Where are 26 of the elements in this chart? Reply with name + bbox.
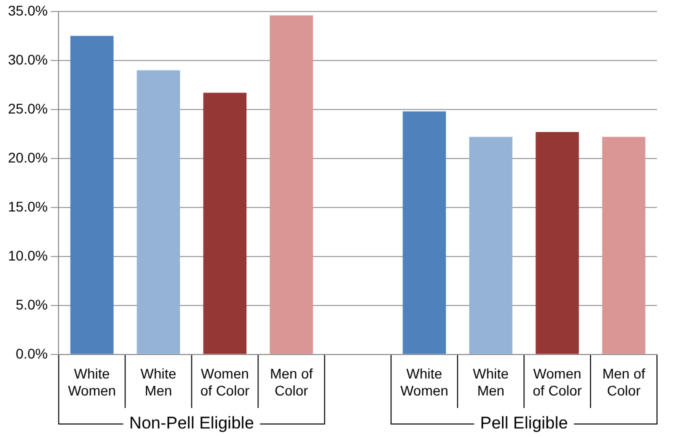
x-tick-label: Men of Color xyxy=(270,366,313,398)
text: Pell Eligible xyxy=(480,414,568,433)
bar xyxy=(70,36,114,354)
x-tick-label: Men of Color xyxy=(602,366,646,398)
bar xyxy=(270,15,313,354)
bar xyxy=(536,132,579,354)
bar xyxy=(402,111,446,354)
y-tick-label: 35.0% xyxy=(8,2,48,18)
x-tick-label: Women of Color xyxy=(200,366,250,398)
y-tick-label: 20.0% xyxy=(8,149,48,166)
x-tick-label: White Women xyxy=(68,366,116,398)
y-tick-label: 5.0% xyxy=(16,296,48,312)
x-tick-label: White Women xyxy=(400,366,448,398)
bar xyxy=(469,136,512,354)
x-tick-label: White Men xyxy=(472,366,509,398)
y-tick-label: 10.0% xyxy=(8,247,48,264)
y-tick-label: 25.0% xyxy=(8,100,48,116)
x-tick-label: White Men xyxy=(140,366,177,398)
y-tick-label: 30.0% xyxy=(8,51,48,68)
y-tick-label: 15.0% xyxy=(8,198,48,214)
bar xyxy=(602,136,646,354)
text: Non-Pell Eligible xyxy=(129,414,254,433)
bar xyxy=(203,92,246,354)
y-tick-label: 0.0% xyxy=(16,345,48,362)
x-tick-label: Women of Color xyxy=(532,366,582,398)
bar xyxy=(136,70,180,354)
